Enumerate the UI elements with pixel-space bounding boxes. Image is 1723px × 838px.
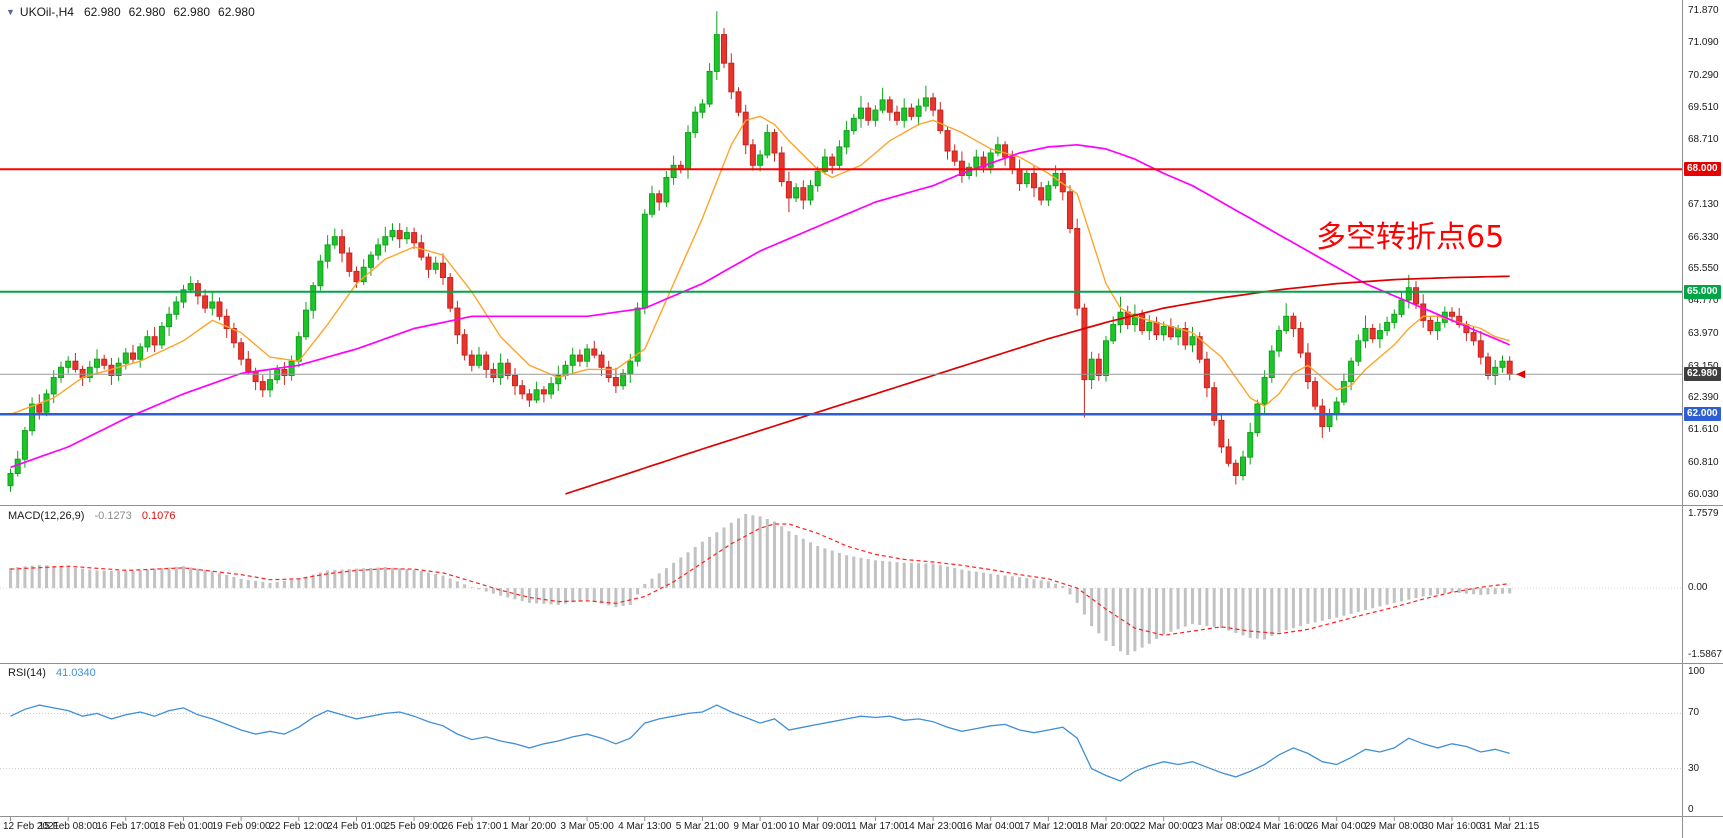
macd-axis-label: 1.7579 <box>1688 508 1719 519</box>
time-axis-label: 30 Mar 16:00 <box>1422 821 1482 832</box>
time-axis-label: 3 Mar 05:00 <box>560 821 614 832</box>
price-axis-badge: 62.000 <box>1684 407 1721 422</box>
time-axis-label: 17 Mar 12:00 <box>1018 821 1078 832</box>
time-axis-label: 22 Feb 12:00 <box>269 821 329 832</box>
macd-main-value: -0.1273 <box>94 510 132 522</box>
time-axis-label: 12 Feb 2021 <box>3 821 60 832</box>
price-axis-label: 71.090 <box>1688 37 1719 49</box>
time-axis-label: 22 Mar 00:00 <box>1134 821 1194 832</box>
time-axis-label: 5 Mar 21:00 <box>675 821 730 832</box>
price-axis-label: 63.970 <box>1688 327 1719 339</box>
time-axis-label: 24 Feb 01:00 <box>327 821 386 832</box>
chevron-down-icon: ▼ <box>6 7 15 17</box>
rsi-axis-label: 30 <box>1688 762 1700 774</box>
time-axis-label: 25 Feb 09:00 <box>384 821 444 832</box>
time-axis-label: 31 Mar 21:15 <box>1480 821 1540 832</box>
ohlc-close: 62.980 <box>218 5 255 19</box>
ohlc-low: 62.980 <box>173 5 211 19</box>
price-axis-badge: 62.980 <box>1684 367 1721 382</box>
rsi-value: 41.0340 <box>55 667 96 679</box>
chart-title: ▼ UKOil-,H4 62.980 62.980 62.980 62.980 <box>6 5 263 19</box>
rsi-axis-label: 100 <box>1688 666 1705 677</box>
rsi-pane-label: RSI(14) 41.0340 <box>8 667 96 679</box>
time-axis-label: 16 Mar 04:00 <box>961 821 1021 832</box>
rsi-indicator-name: RSI(14) <box>8 667 46 679</box>
time-axis-label: 24 Mar 16:00 <box>1249 821 1309 832</box>
price-axis-label: 69.510 <box>1688 101 1719 113</box>
price-axis-badge: 68.000 <box>1684 162 1721 177</box>
macd-indicator-name: MACD(12,26,9) <box>8 510 85 522</box>
price-axis-label: 64.770 <box>1688 295 1719 307</box>
time-axis-label: 19 Feb 09:00 <box>211 821 271 832</box>
price-axis-label: 70.290 <box>1688 69 1719 81</box>
macd-axis-label: -1.5867 <box>1688 649 1722 660</box>
time-axis-label: 29 Mar 08:00 <box>1364 821 1424 832</box>
macd-pane-label: MACD(12,26,9) -0.1273 0.1076 <box>8 510 176 522</box>
macd-signal-value: 0.1076 <box>141 510 176 522</box>
time-axis-label: 23 Mar 08:00 <box>1191 821 1251 832</box>
time-axis-label: 11 Mar 17:00 <box>846 821 905 832</box>
time-axis-label: 4 Mar 13:00 <box>618 821 672 832</box>
time-axis-label: 16 Feb 17:00 <box>96 821 156 832</box>
price-axis-label: 60.030 <box>1688 488 1719 500</box>
price-axis-label: 67.130 <box>1688 198 1719 210</box>
time-axis-label: 26 Mar 04:00 <box>1307 821 1367 832</box>
price-axis-label: 65.550 <box>1688 263 1719 275</box>
time-axis-label: 14 Mar 23:00 <box>903 821 963 832</box>
price-axis-label: 71.870 <box>1688 5 1719 17</box>
time-axis-label: 9 Mar 01:00 <box>733 821 787 832</box>
ohlc-open: 62.980 <box>83 5 121 19</box>
annotation-text: 多空转折点65 <box>1316 220 1505 255</box>
price-axis-label: 63.150 <box>1688 361 1719 373</box>
price-axis-badge: 65.000 <box>1684 284 1721 299</box>
time-axis-label: 18 Feb 01:00 <box>154 821 213 832</box>
rsi-axis-label: 70 <box>1688 707 1700 719</box>
rsi-axis-label: 0 <box>1688 804 1694 815</box>
price-axis-label: 61.610 <box>1688 424 1719 436</box>
time-axis-label: 1 Mar 20:00 <box>502 821 557 832</box>
price-axis-label: 60.810 <box>1688 456 1719 468</box>
symbol-period-label: UKOil-,H4 <box>19 5 74 19</box>
time-axis-label: 10 Mar 09:00 <box>788 821 848 832</box>
price-axis-label: 66.330 <box>1688 231 1719 243</box>
price-axis-label: 62.390 <box>1688 392 1719 404</box>
time-axis-label: 26 Feb 17:00 <box>442 821 502 832</box>
time-axis-label: 18 Mar 20:00 <box>1076 821 1136 832</box>
ohlc-high: 62.980 <box>128 5 166 19</box>
time-axis-label: 15 Feb 08:00 <box>38 821 98 832</box>
macd-axis-label: 0.00 <box>1688 582 1708 594</box>
price-axis-label: 68.710 <box>1688 134 1719 146</box>
